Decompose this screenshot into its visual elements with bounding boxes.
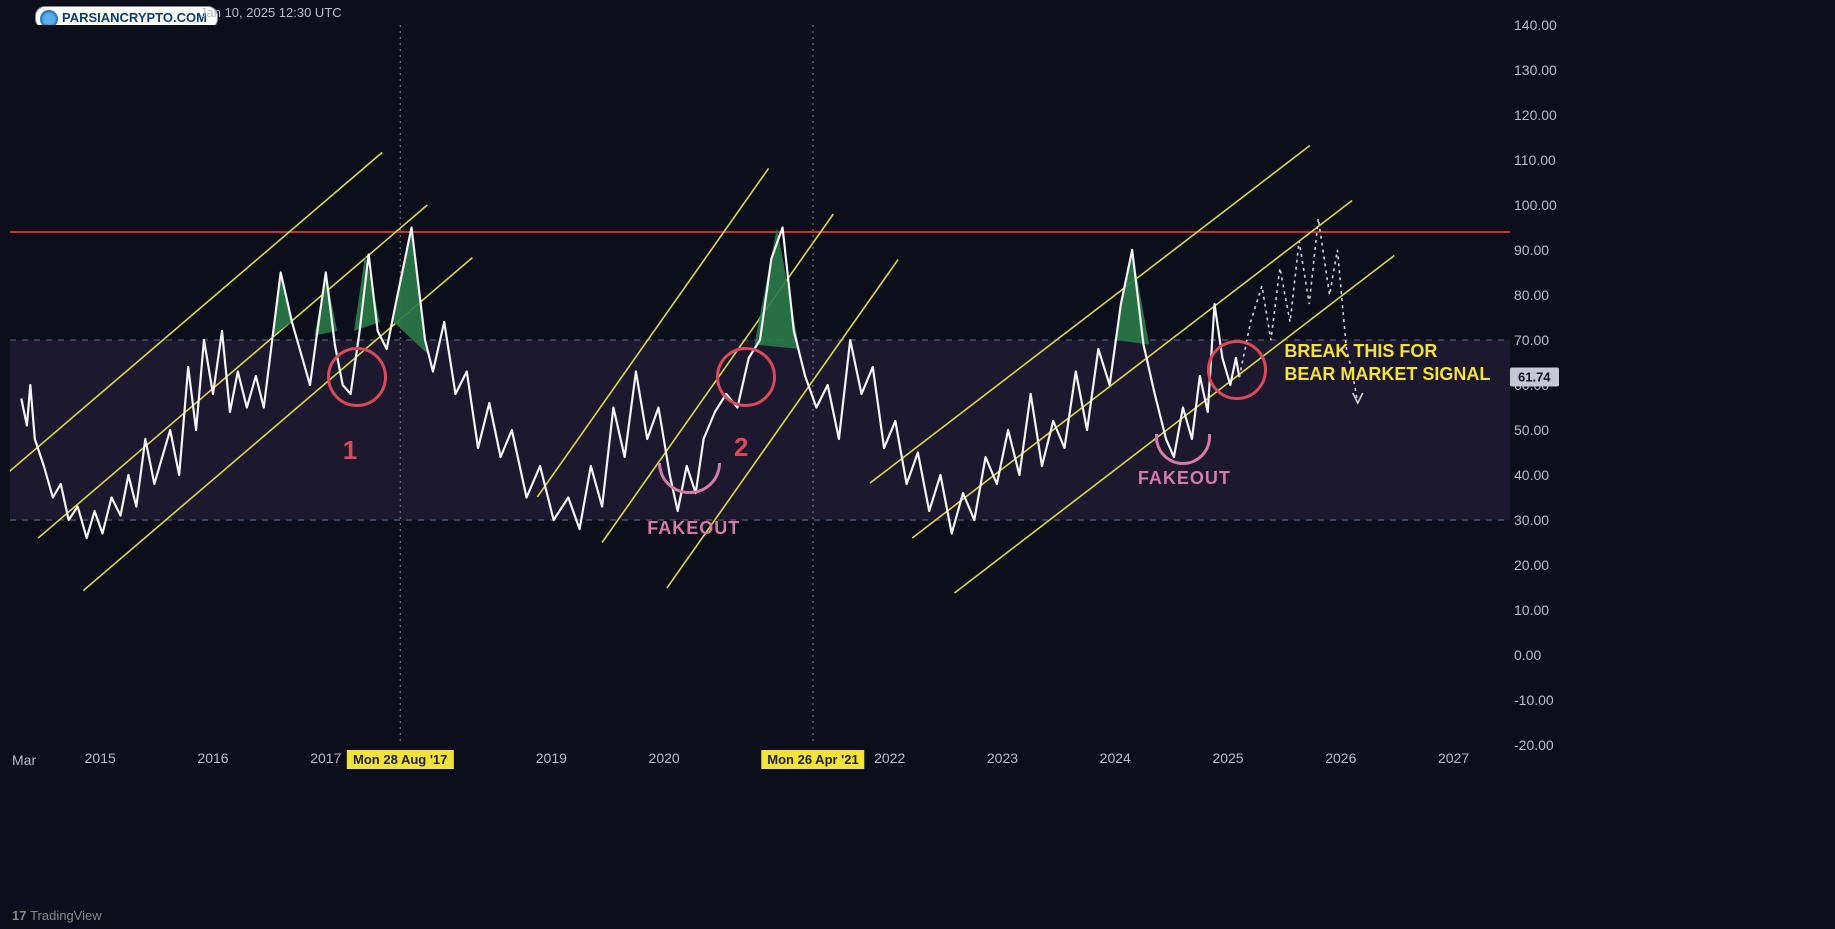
y-tick-label: 110.00 <box>1514 152 1556 168</box>
y-tick-label: 120.00 <box>1514 107 1557 123</box>
label-fakeout-1: FAKEOUT <box>647 518 740 539</box>
fractal-circle-1 <box>327 347 387 407</box>
label-1: 1 <box>343 435 357 466</box>
label-2: 2 <box>734 432 748 463</box>
y-tick-label: 130.00 <box>1514 62 1557 78</box>
x-tick-label: 2027 <box>1438 750 1469 766</box>
y-tick-label: 10.00 <box>1514 602 1549 618</box>
y-tick-label: 70.00 <box>1514 332 1549 348</box>
x-tick-label: 2015 <box>85 750 116 766</box>
fractal-circle-3 <box>1207 340 1267 400</box>
x-tick-label: 2016 <box>197 750 228 766</box>
x-tick-label: 2019 <box>536 750 567 766</box>
y-tick-label: 30.00 <box>1514 512 1549 528</box>
y-tick-label: -10.00 <box>1514 692 1554 708</box>
x-tick-label: 2024 <box>1100 750 1131 766</box>
x-axis-date-marker: Mon 28 Aug '17 <box>347 750 453 769</box>
label-fakeout-2: FAKEOUT <box>1138 468 1231 489</box>
x-tick-label: 2023 <box>987 750 1018 766</box>
label-break-line2: BEAR MARKET SIGNAL <box>1284 364 1490 384</box>
label-break-line1: BREAK THIS FOR <box>1284 341 1437 361</box>
y-tick-label: 80.00 <box>1514 287 1549 303</box>
y-tick-label: 140.00 <box>1514 17 1557 33</box>
price-badge: 61.74 <box>1510 368 1559 387</box>
x-tick-label: 2026 <box>1325 750 1356 766</box>
y-tick-label: 20.00 <box>1514 557 1549 573</box>
x-tick-label: 2020 <box>649 750 680 766</box>
y-tick-label: 40.00 <box>1514 467 1549 483</box>
x-axis-date-marker: Mon 26 Apr '21 <box>761 750 864 769</box>
y-tick-label: 0.00 <box>1514 647 1541 663</box>
y-tick-label: 50.00 <box>1514 422 1549 438</box>
x-axis: 2015201620172018201920202021202220232024… <box>10 750 1510 775</box>
label-break: BREAK THIS FOR BEAR MARKET SIGNAL <box>1284 340 1490 385</box>
x-tick-label: 2022 <box>874 750 905 766</box>
y-tick-label: -20.00 <box>1514 737 1554 753</box>
chart-plot-area[interactable]: 1 2 FAKEOUT FAKEOUT BREAK THIS FOR BEAR … <box>10 25 1510 745</box>
fractal-circle-2 <box>716 347 776 407</box>
x-tick-label: 2017 <box>310 750 341 766</box>
x-axis-origin-label: Mar <box>12 752 36 768</box>
y-tick-label: 100.00 <box>1514 197 1557 213</box>
chart-timestamp: Jan 10, 2025 12:30 UTC <box>200 5 342 20</box>
x-tick-label: 2025 <box>1212 750 1243 766</box>
tradingview-logo: 17 TradingView <box>12 908 102 923</box>
y-tick-label: 90.00 <box>1514 242 1549 258</box>
